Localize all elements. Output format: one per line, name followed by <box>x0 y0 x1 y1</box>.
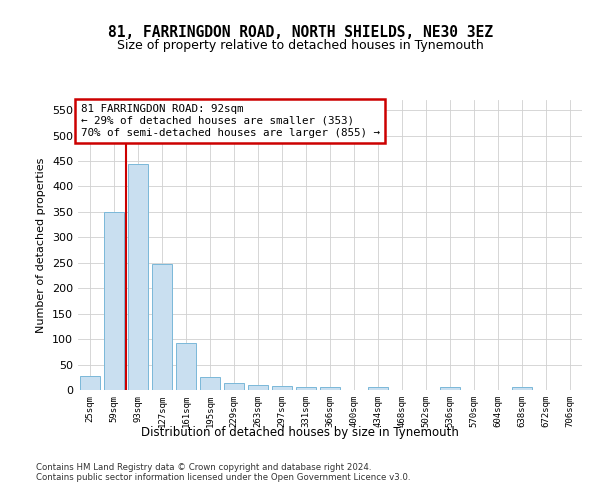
Bar <box>296 387 316 390</box>
Bar <box>368 388 388 390</box>
Text: Contains HM Land Registry data © Crown copyright and database right 2024.
Contai: Contains HM Land Registry data © Crown c… <box>36 463 410 482</box>
Text: 81, FARRINGDON ROAD, NORTH SHIELDS, NE30 3EZ: 81, FARRINGDON ROAD, NORTH SHIELDS, NE30… <box>107 25 493 40</box>
Bar <box>272 386 292 390</box>
Bar <box>104 212 124 390</box>
Bar <box>248 385 268 390</box>
Text: Size of property relative to detached houses in Tynemouth: Size of property relative to detached ho… <box>116 38 484 52</box>
Bar <box>80 376 100 390</box>
Y-axis label: Number of detached properties: Number of detached properties <box>37 158 46 332</box>
Bar <box>224 383 244 390</box>
Text: 81 FARRINGDON ROAD: 92sqm
← 29% of detached houses are smaller (353)
70% of semi: 81 FARRINGDON ROAD: 92sqm ← 29% of detac… <box>80 104 380 138</box>
Bar <box>152 264 172 390</box>
Bar <box>440 388 460 390</box>
Bar <box>512 388 532 390</box>
Bar <box>320 388 340 390</box>
Bar <box>176 343 196 390</box>
Bar <box>200 378 220 390</box>
Text: Distribution of detached houses by size in Tynemouth: Distribution of detached houses by size … <box>141 426 459 439</box>
Bar <box>128 164 148 390</box>
